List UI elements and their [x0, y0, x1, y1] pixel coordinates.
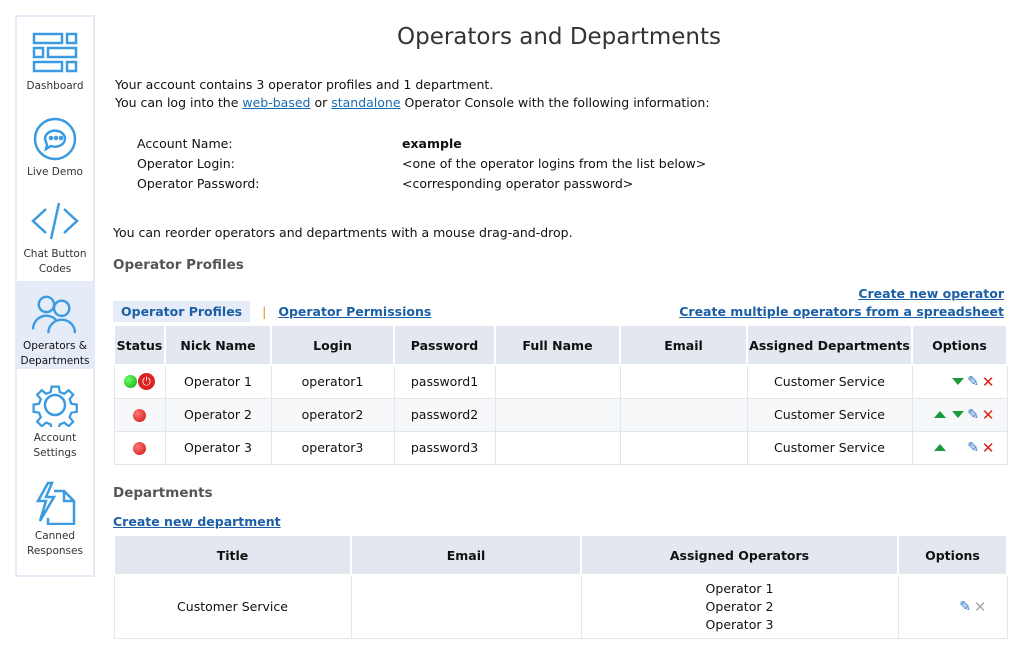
account-name-value: example: [402, 136, 462, 151]
full-name-cell: [494, 430, 621, 465]
column-header: Assigned Operators: [580, 536, 899, 576]
delete-icon[interactable]: ✕: [981, 405, 995, 424]
edit-pencil-icon[interactable]: ✎: [967, 439, 979, 456]
info-label: Operator Login:: [137, 156, 235, 171]
nick-name-cell: Operator 2: [164, 397, 272, 432]
create-multiple-operators-link[interactable]: Create multiple operators from a spreads…: [679, 304, 1004, 319]
operators-table: Status Nick Name Login Password Full Name Ema…: [113, 326, 1008, 465]
email-cell: [350, 574, 582, 639]
info-value: <one of the operator logins from the lis…: [402, 156, 707, 171]
create-department-link[interactable]: Create new department: [113, 514, 281, 529]
intro-login-text: You can log into the web-based or standa…: [115, 95, 710, 110]
password-cell: password3: [393, 430, 496, 465]
column-header: Status: [113, 326, 166, 366]
sidebar-item-label: Canned Responses: [27, 530, 83, 557]
page-title: Operators and Departments: [397, 24, 721, 50]
online-status-icon: [124, 375, 137, 389]
table-row[interactable]: ⏻ Operator 1 operator1 password1 Customer S…: [113, 364, 1008, 399]
column-header: Title: [113, 536, 352, 576]
column-header: Options: [911, 326, 1008, 366]
title-cell: Customer Service: [113, 574, 352, 639]
sidebar-item-label: Dashboard: [26, 80, 84, 92]
column-header: Login: [270, 326, 395, 366]
edit-pencil-icon[interactable]: ✎: [967, 373, 979, 390]
offline-status-icon: [133, 442, 146, 455]
login-info: Account Name: example Operator Login: <one…: [137, 134, 706, 194]
column-header: Options: [897, 536, 1008, 576]
delete-icon[interactable]: ✕: [981, 438, 995, 457]
sidebar-item-label: Live Demo: [27, 166, 83, 178]
sidebar-item-canned-responses[interactable]: Canned Responses: [17, 467, 93, 565]
gear-icon: [32, 385, 78, 427]
info-label: Operator Password:: [137, 176, 260, 191]
move-down-icon[interactable]: [952, 378, 965, 386]
power-icon[interactable]: ⏻: [138, 373, 155, 391]
move-up-icon[interactable]: [934, 444, 947, 451]
delete-icon-disabled: ✕: [973, 597, 987, 616]
table-row[interactable]: Customer Service Operator 1 Operator 2 Ope…: [113, 574, 1008, 639]
departments-cell: Customer Service: [746, 364, 913, 399]
sidebar-item-dashboard[interactable]: Dashboard: [17, 17, 93, 115]
lightning-document-icon: [35, 481, 76, 525]
column-header: Password: [393, 326, 496, 366]
sidebar-item-operators-departments[interactable]: Operators & Departments: [17, 281, 93, 369]
nick-name-cell: Operator 1: [164, 364, 272, 399]
column-header: Email: [350, 536, 582, 576]
delete-icon[interactable]: ✕: [981, 372, 995, 391]
table-row[interactable]: Operator 2 operator2 password2 Customer Ser…: [113, 397, 1008, 432]
reorder-hint: You can reorder operators and department…: [113, 225, 573, 240]
email-cell: [619, 430, 748, 465]
users-icon: [31, 295, 77, 334]
departments-cell: Customer Service: [746, 397, 913, 432]
full-name-cell: [494, 397, 621, 432]
sidebar-item-account-settings[interactable]: Account Settings: [17, 369, 93, 467]
move-down-icon[interactable]: [952, 411, 965, 418]
column-header: Full Name: [494, 326, 621, 366]
login-cell: operator2: [270, 397, 395, 432]
offline-status-icon: [133, 409, 146, 422]
section-heading: Operator Profiles: [113, 257, 244, 273]
edit-pencil-icon[interactable]: ✎: [959, 598, 971, 615]
move-up-icon[interactable]: [934, 411, 947, 418]
departments-cell: Customer Service: [746, 430, 913, 465]
sidebar: Dashboard Live Demo Chat Button Codes Op…: [15, 15, 95, 577]
email-cell: [619, 364, 748, 399]
table-header: Title Email Assigned Operators Options: [113, 536, 1008, 576]
edit-pencil-icon[interactable]: ✎: [967, 406, 979, 423]
sidebar-item-label: Chat Button Codes: [23, 248, 87, 275]
tab-operator-profiles[interactable]: Operator Profiles: [113, 301, 251, 322]
table-header: Status Nick Name Login Password Full Name Ema…: [113, 326, 1008, 366]
web-based-link[interactable]: web-based: [242, 95, 311, 110]
sidebar-item-label: Operators & Departments: [20, 340, 90, 367]
sidebar-item-chat-button-codes[interactable]: Chat Button Codes: [17, 197, 93, 281]
password-cell: password2: [393, 397, 496, 432]
column-header: Assigned Departments: [746, 326, 913, 366]
tab-operator-permissions[interactable]: Operator Permissions: [278, 304, 432, 319]
password-cell: password1: [393, 364, 496, 399]
sidebar-item-label: Account Settings: [33, 432, 77, 459]
column-header: Email: [619, 326, 748, 366]
chat-bubble-icon: [33, 117, 77, 161]
create-operator-link[interactable]: Create new operator: [858, 286, 1004, 301]
nick-name-cell: Operator 3: [164, 430, 272, 465]
info-value: <corresponding operator password>: [402, 176, 634, 191]
tab-separator: |: [262, 304, 267, 319]
dashboard-icon: [32, 32, 78, 73]
sidebar-item-live-demo[interactable]: Live Demo: [17, 115, 93, 197]
assigned-operators-cell: Operator 1 Operator 2 Operator 3: [580, 574, 899, 639]
email-cell: [619, 397, 748, 432]
intro-text: Your account contains 3 operator profile…: [115, 77, 494, 92]
info-label: Account Name:: [137, 136, 233, 151]
section-heading: Departments: [113, 485, 213, 501]
departments-table: Title Email Assigned Operators Options Cust…: [113, 536, 1008, 639]
table-row[interactable]: Operator 3 operator3 password3 Customer Ser…: [113, 430, 1008, 465]
full-name-cell: [494, 364, 621, 399]
code-icon: [31, 202, 79, 240]
standalone-link[interactable]: standalone: [331, 95, 401, 110]
login-cell: operator3: [270, 430, 395, 465]
login-cell: operator1: [270, 364, 395, 399]
column-header: Nick Name: [164, 326, 272, 366]
